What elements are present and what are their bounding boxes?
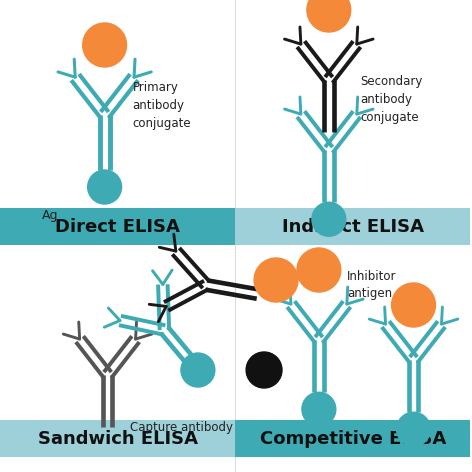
Text: Direct ELISA: Direct ELISA <box>55 218 180 236</box>
Text: Competitive ELISA: Competitive ELISA <box>260 430 446 447</box>
Circle shape <box>254 258 298 302</box>
Text: Primary
antibody
conjugate: Primary antibody conjugate <box>133 81 191 129</box>
Circle shape <box>181 353 215 387</box>
Text: Sandwich ELISA: Sandwich ELISA <box>38 430 198 447</box>
Text: Indirect ELISA: Indirect ELISA <box>282 218 424 236</box>
Circle shape <box>88 170 122 204</box>
Circle shape <box>302 392 336 426</box>
Circle shape <box>392 283 436 327</box>
Circle shape <box>312 202 346 236</box>
Bar <box>0 208 235 245</box>
Text: Capture antibody: Capture antibody <box>129 421 233 433</box>
Bar <box>235 420 470 457</box>
Bar <box>0 420 235 457</box>
Circle shape <box>396 412 430 446</box>
Circle shape <box>83 23 126 67</box>
Text: Secondary
antibody
conjugate: Secondary antibody conjugate <box>361 76 423 125</box>
Text: Ag: Ag <box>42 209 58 222</box>
Circle shape <box>297 248 341 292</box>
Text: Inhibitor
antigen: Inhibitor antigen <box>347 270 396 301</box>
Bar <box>235 208 470 245</box>
Circle shape <box>307 0 351 32</box>
Circle shape <box>246 352 282 388</box>
